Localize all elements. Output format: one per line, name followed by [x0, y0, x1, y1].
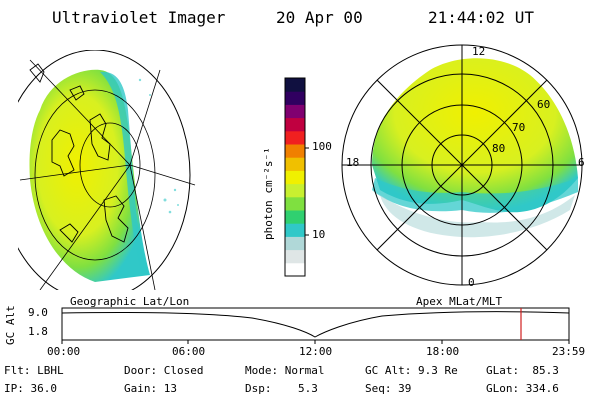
date-label: 20 Apr 00	[276, 8, 363, 27]
colorbar-segment	[285, 130, 305, 145]
geographic-projection-label: Geographic Lat/Lon	[70, 295, 190, 308]
mlt-0-label: 0	[468, 276, 475, 289]
timeline-tick-0600: 06:00	[172, 345, 206, 358]
lat-70-label: 70	[512, 121, 526, 134]
colorbar-segment	[285, 104, 305, 119]
colorbar-segment	[285, 91, 305, 105]
status-filter: Flt: LBHL	[4, 364, 64, 377]
mlt-12-label: 12	[472, 45, 486, 58]
timeline-ytick-top: 9.0	[28, 306, 48, 319]
colorbar-segment	[285, 262, 305, 277]
coastline-outline	[29, 63, 129, 243]
apex-projection-label: Apex MLat/MLT	[416, 295, 503, 308]
colorbar-tick-100: 100	[312, 140, 332, 153]
colorbar-segment	[285, 236, 305, 251]
colorbar-segment	[285, 196, 305, 211]
timeline-tick-2359: 23:59	[552, 345, 586, 358]
timeline-ylabel: GC Alt	[4, 305, 17, 345]
altitude-curve	[61, 311, 570, 338]
instrument-title: Ultraviolet Imager	[52, 8, 226, 27]
timeline-tick-0000: 00:00	[47, 345, 81, 358]
geographic-emission-region	[29, 69, 150, 282]
status-ip: IP: 36.0	[4, 382, 57, 395]
colorbar-segment	[285, 117, 305, 132]
status-gc-alt: GC Alt: 9.3 Re	[365, 364, 458, 377]
status-door: Door: Closed	[124, 364, 204, 377]
altitude-timeline	[61, 307, 570, 344]
lat-80-label: 80	[492, 142, 506, 155]
colorbar-segment	[285, 78, 305, 92]
mlt-6-label: 6	[578, 156, 585, 169]
colorbar-segment	[285, 157, 305, 171]
colorbar-tick-10: 10	[312, 228, 326, 241]
colorbar-segment	[285, 170, 305, 185]
mlt-18-label: 18	[346, 156, 360, 169]
timeline-tick-1800: 18:00	[426, 345, 460, 358]
colorbar-segment	[285, 249, 305, 264]
earth-limb	[18, 50, 191, 290]
polar-emission-region	[372, 58, 578, 213]
colorbar-segment	[285, 183, 305, 198]
colorbar-segment	[285, 144, 305, 158]
status-seq: Seq: 39	[365, 382, 412, 395]
status-mode: Mode: Normal	[245, 364, 325, 377]
status-dsp: Dsp: 5.3	[245, 382, 318, 395]
status-gain: Gain: 13	[124, 382, 177, 395]
time-label: 21:44:02 UT	[428, 8, 534, 27]
status-glon: GLon: 334.6	[486, 382, 559, 395]
lat-60-label: 60	[537, 98, 551, 111]
timeline-ytick-bottom: 1.8	[28, 325, 48, 338]
timeline-tick-1200: 12:00	[299, 345, 333, 358]
status-glat: GLat: 85.3	[486, 364, 559, 377]
colorbar-segment	[285, 223, 305, 237]
colorbar-segment	[285, 210, 305, 224]
colorbar	[284, 77, 309, 277]
